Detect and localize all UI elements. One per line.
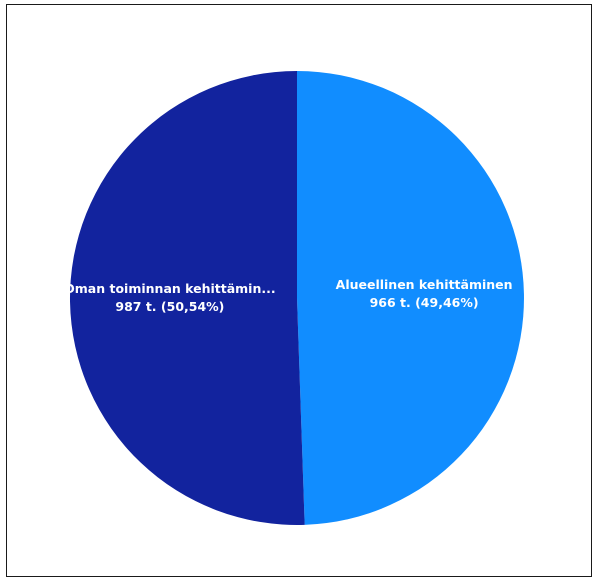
pie-slice-value-label-1: 987 t. (50,54%): [115, 299, 224, 314]
pie-labels: Alueellinen kehittäminen 966 t. (49,46%) O…: [64, 277, 512, 314]
pie-slice-0[interactable]: [297, 71, 524, 525]
pie-slice-label-0: Alueellinen kehittäminen: [336, 277, 513, 292]
pie-slice-value-label-0: 966 t. (49,46%): [370, 295, 479, 310]
pie-slice-label-1: Oman toiminnan kehittämin...: [64, 281, 275, 296]
pie-slices: [69, 70, 524, 526]
pie-slice-1[interactable]: [69, 70, 305, 526]
